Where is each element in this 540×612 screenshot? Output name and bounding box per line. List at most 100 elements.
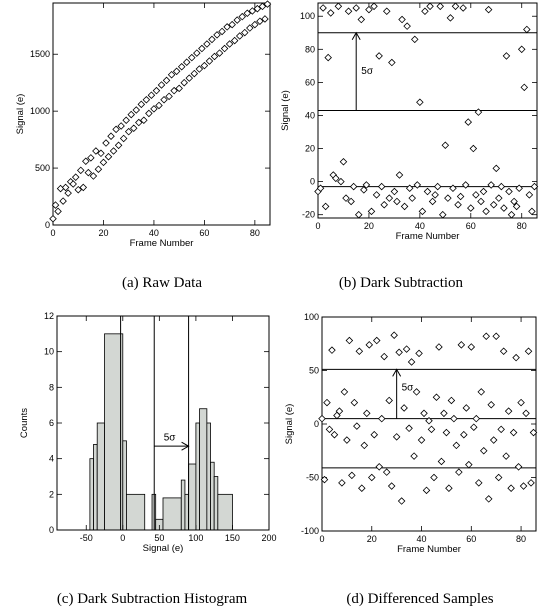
data-point — [390, 187, 399, 196]
data-point — [210, 52, 219, 61]
x-tick-label: 150 — [225, 533, 240, 543]
data-point — [375, 463, 383, 471]
data-point — [454, 201, 462, 209]
x-tick-label: 50 — [154, 533, 164, 543]
y-tick-label: 60 — [305, 77, 315, 87]
data-point — [411, 35, 419, 44]
data-point — [208, 35, 216, 44]
data-point — [82, 157, 90, 166]
x-tick-label: 0 — [315, 221, 320, 231]
data-point — [355, 347, 364, 356]
histogram-bar — [213, 476, 219, 531]
data-point — [520, 83, 529, 92]
data-point — [456, 192, 465, 201]
data-point — [479, 446, 488, 455]
data-point — [320, 475, 329, 484]
data-point — [380, 352, 388, 361]
data-point — [122, 116, 130, 125]
plot-frame — [52, 2, 271, 226]
data-point — [405, 184, 414, 192]
data-point — [142, 96, 151, 104]
data-point — [507, 210, 516, 219]
data-point — [61, 183, 70, 192]
data-point — [114, 141, 123, 150]
histogram-bar — [126, 493, 146, 531]
histogram-bar — [217, 493, 233, 531]
data-point — [256, 17, 264, 25]
y-tick-label: 1000 — [30, 106, 50, 116]
data-point — [87, 154, 95, 162]
x-tick-label: 60 — [466, 534, 476, 544]
y-tick-label: 80 — [305, 44, 315, 54]
data-point — [56, 184, 65, 193]
data-point — [362, 181, 371, 189]
histogram-bar — [122, 440, 127, 531]
panel-c: -50 0 50 100 150 200 0 2 4 6 8 10 12 Signal (e) Counts… — [19, 311, 277, 607]
data-point — [403, 22, 411, 30]
data-point — [388, 58, 396, 67]
data-point — [461, 181, 470, 189]
data-point — [347, 197, 355, 206]
data-point — [402, 345, 411, 353]
data-point — [64, 189, 72, 197]
data-point — [248, 7, 257, 15]
data-point — [452, 441, 461, 450]
data-point — [487, 181, 495, 189]
data-point — [382, 468, 391, 476]
data-point — [334, 2, 343, 11]
data-point — [51, 201, 60, 209]
data-point — [220, 44, 229, 53]
data-point — [119, 134, 128, 143]
data-point — [251, 20, 259, 29]
data-point — [49, 214, 57, 223]
data-point — [104, 152, 113, 161]
x-tick-label: 0 — [319, 534, 324, 544]
y-tick-label: 50 — [309, 366, 319, 376]
data-point — [377, 414, 386, 423]
x-tick-label: 0 — [120, 533, 125, 543]
data-point — [180, 78, 188, 87]
x-tick-label: 60 — [466, 221, 476, 231]
data-point — [99, 158, 108, 167]
data-point — [514, 463, 523, 471]
data-point — [140, 116, 148, 125]
data-point — [172, 67, 181, 76]
data-point — [253, 4, 262, 13]
data-point — [415, 349, 423, 358]
data-point — [492, 164, 501, 173]
data-point — [470, 423, 478, 431]
y-axis-label: Signal (e) — [284, 404, 295, 445]
data-point — [426, 2, 434, 11]
data-point — [477, 197, 485, 206]
data-point — [76, 166, 85, 175]
data-point — [375, 52, 383, 60]
data-point — [230, 36, 239, 45]
data-point — [487, 400, 495, 409]
data-point — [380, 201, 388, 209]
data-point — [523, 25, 531, 34]
data-point — [489, 436, 498, 444]
histogram-bar — [93, 443, 98, 531]
data-point — [477, 388, 486, 396]
data-point — [127, 110, 135, 119]
x-tick-label: 40 — [149, 228, 159, 238]
histogram-bar — [195, 422, 200, 531]
data-point — [349, 182, 358, 191]
data-point — [69, 180, 77, 188]
data-point — [449, 184, 457, 192]
x-axis-label: Signal (e) — [143, 543, 184, 554]
data-point — [530, 182, 539, 191]
data-point — [102, 139, 110, 147]
data-point — [512, 353, 520, 362]
data-point — [147, 91, 156, 99]
histogram-bar — [162, 497, 182, 531]
data-point — [425, 417, 433, 425]
data-point — [233, 16, 241, 24]
data-point — [492, 332, 500, 341]
data-point — [370, 2, 378, 11]
data-point — [167, 70, 176, 79]
data-point — [195, 65, 204, 73]
data-point — [363, 409, 371, 418]
